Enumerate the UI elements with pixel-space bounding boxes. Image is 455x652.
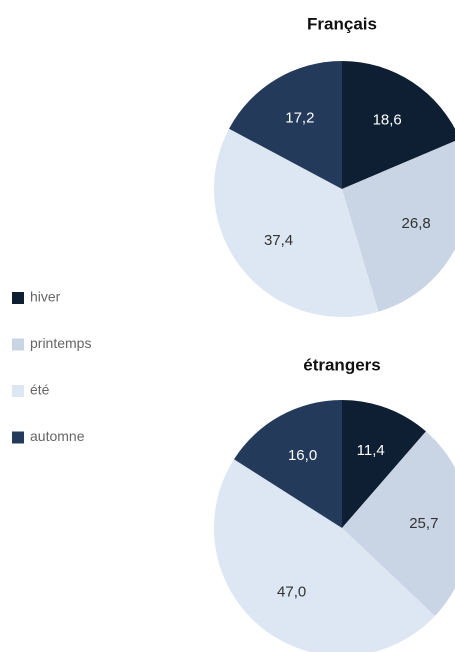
data-label: 18,6 [373, 112, 402, 129]
data-label: 37,4 [264, 232, 293, 249]
legend-swatch [12, 292, 24, 304]
pie-slice [214, 128, 379, 317]
legend-label: hiver [30, 289, 61, 305]
legend-swatch [12, 385, 24, 397]
data-label: 11,4 [357, 442, 385, 459]
pie-slice [214, 459, 435, 652]
legend-label: printemps [30, 335, 91, 351]
data-label: 17,2 [285, 110, 314, 127]
legend-label: été [30, 382, 50, 398]
data-label: 16,0 [288, 447, 317, 464]
data-label: 47,0 [277, 584, 306, 601]
legend-swatch [12, 431, 24, 444]
chart-title: Français [307, 14, 377, 33]
pie-slice [229, 61, 342, 189]
data-label: 25,7 [409, 515, 438, 532]
pie-slice [342, 400, 426, 528]
pie-slice [342, 61, 455, 189]
legend-swatch [12, 338, 24, 351]
pie-slice [233, 400, 342, 528]
data-label: 26,8 [402, 215, 431, 232]
legend-label: automne [30, 428, 85, 444]
pie-slice [342, 431, 455, 616]
chart-title: étrangers [303, 355, 380, 374]
pie-slice [342, 140, 455, 312]
